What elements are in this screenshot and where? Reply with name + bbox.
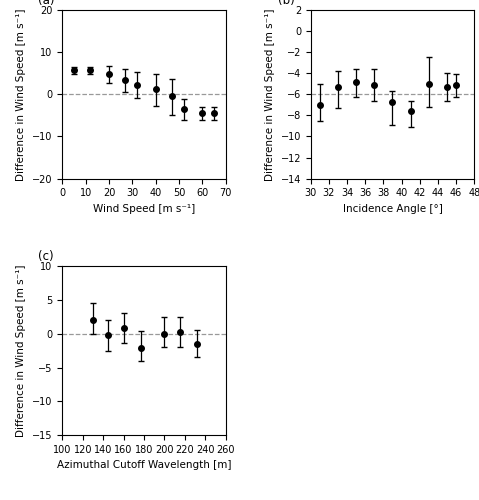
Y-axis label: Difference in Wind Speed [m s⁻¹]: Difference in Wind Speed [m s⁻¹]: [265, 8, 275, 180]
X-axis label: Azimuthal Cutoff Wavelength [m]: Azimuthal Cutoff Wavelength [m]: [57, 460, 231, 470]
X-axis label: Incidence Angle [°]: Incidence Angle [°]: [342, 204, 443, 214]
Text: (a): (a): [38, 0, 54, 6]
X-axis label: Wind Speed [m s⁻¹]: Wind Speed [m s⁻¹]: [93, 204, 195, 214]
Text: (b): (b): [278, 0, 295, 6]
Text: (c): (c): [38, 250, 53, 263]
Y-axis label: Difference in Wind Speed [m s⁻¹]: Difference in Wind Speed [m s⁻¹]: [16, 8, 26, 180]
Y-axis label: Difference in Wind Speed [m s⁻¹]: Difference in Wind Speed [m s⁻¹]: [16, 264, 26, 437]
